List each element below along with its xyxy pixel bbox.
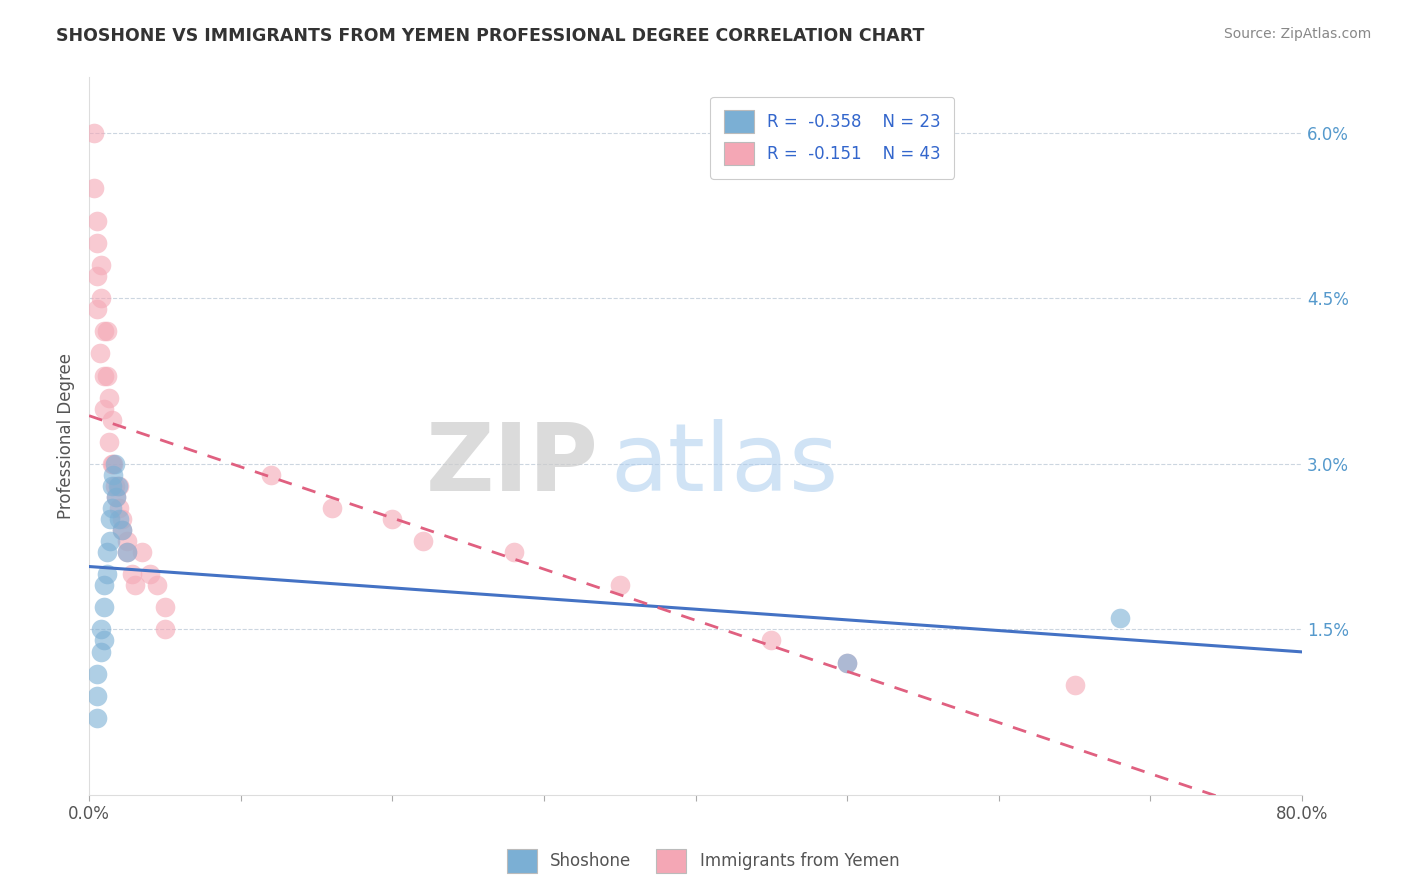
- Point: [108, 512, 131, 526]
- Point: [761, 633, 783, 648]
- Point: [1063, 678, 1085, 692]
- Point: [104, 479, 127, 493]
- Point: [260, 467, 283, 482]
- Point: [412, 534, 434, 549]
- Text: ZIP: ZIP: [426, 419, 599, 511]
- Point: [93, 401, 115, 416]
- Point: [103, 457, 125, 471]
- Point: [101, 457, 124, 471]
- Point: [86, 689, 108, 703]
- Point: [86, 302, 108, 317]
- Point: [90, 258, 112, 272]
- Point: [93, 578, 115, 592]
- Point: [115, 534, 138, 549]
- Point: [153, 623, 176, 637]
- Point: [111, 523, 134, 537]
- Point: [98, 512, 121, 526]
- Point: [86, 235, 108, 250]
- Text: atlas: atlas: [610, 419, 839, 511]
- Point: [103, 467, 125, 482]
- Point: [138, 567, 160, 582]
- Point: [153, 600, 176, 615]
- Point: [93, 600, 115, 615]
- Point: [111, 512, 134, 526]
- Point: [93, 324, 115, 338]
- Point: [97, 434, 120, 449]
- Point: [93, 368, 115, 383]
- Point: [98, 534, 121, 549]
- Point: [104, 457, 127, 471]
- Point: [115, 545, 138, 559]
- Point: [837, 656, 859, 670]
- Point: [89, 346, 111, 360]
- Point: [96, 368, 118, 383]
- Point: [146, 578, 169, 592]
- Point: [96, 545, 118, 559]
- Point: [86, 666, 108, 681]
- Point: [83, 181, 105, 195]
- Point: [90, 291, 112, 305]
- Point: [96, 324, 118, 338]
- Point: [105, 490, 128, 504]
- Text: SHOSHONE VS IMMIGRANTS FROM YEMEN PROFESSIONAL DEGREE CORRELATION CHART: SHOSHONE VS IMMIGRANTS FROM YEMEN PROFES…: [56, 27, 925, 45]
- Text: Source: ZipAtlas.com: Source: ZipAtlas.com: [1223, 27, 1371, 41]
- Point: [86, 269, 108, 284]
- Point: [121, 567, 143, 582]
- Point: [609, 578, 631, 592]
- Point: [86, 711, 108, 725]
- Point: [90, 623, 112, 637]
- Point: [86, 214, 108, 228]
- Legend: R =  -0.358    N = 23, R =  -0.151    N = 43: R = -0.358 N = 23, R = -0.151 N = 43: [710, 96, 955, 178]
- Point: [321, 501, 343, 516]
- Point: [101, 501, 124, 516]
- Point: [115, 545, 138, 559]
- Point: [101, 479, 124, 493]
- Point: [837, 656, 859, 670]
- Point: [97, 391, 120, 405]
- Point: [96, 567, 118, 582]
- Point: [90, 644, 112, 658]
- Point: [83, 126, 105, 140]
- Point: [124, 578, 146, 592]
- Point: [93, 633, 115, 648]
- Point: [381, 512, 404, 526]
- Point: [111, 523, 134, 537]
- Legend: Shoshone, Immigrants from Yemen: Shoshone, Immigrants from Yemen: [501, 842, 905, 880]
- Point: [502, 545, 524, 559]
- Point: [101, 413, 124, 427]
- Point: [131, 545, 153, 559]
- Point: [105, 490, 128, 504]
- Point: [108, 479, 131, 493]
- Point: [107, 479, 129, 493]
- Point: [108, 501, 131, 516]
- Point: [1109, 611, 1132, 625]
- Y-axis label: Professional Degree: Professional Degree: [58, 353, 75, 519]
